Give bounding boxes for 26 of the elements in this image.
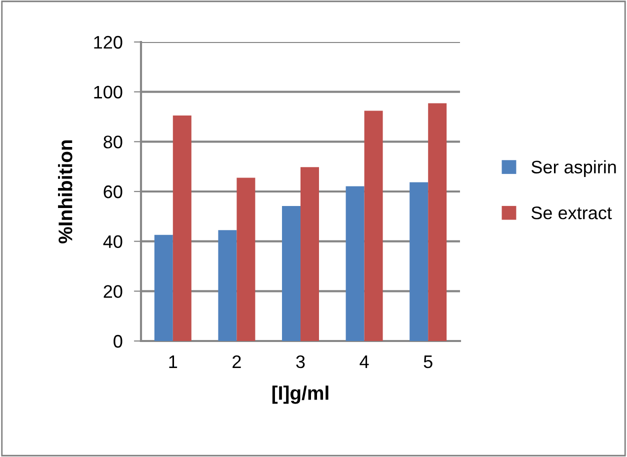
bar — [346, 186, 364, 341]
x-tick-label: 4 — [360, 356, 369, 368]
x-tick-label: 3 — [296, 355, 305, 368]
bar — [154, 234, 173, 341]
y-tick-label: 40 — [103, 235, 122, 248]
x-tick-label: 5 — [424, 356, 432, 368]
bar — [364, 110, 383, 341]
bar — [236, 178, 256, 341]
legend-label: Se extract — [531, 206, 612, 220]
bar — [218, 230, 237, 341]
y-tick-label: 80 — [104, 136, 122, 148]
y-tick-label: 60 — [104, 185, 122, 198]
x-tick-label: 1 — [169, 356, 178, 368]
x-tick-label: 2 — [232, 355, 241, 368]
bar — [172, 116, 192, 341]
y-tick-label: 20 — [104, 285, 122, 298]
y-axis-title: %Inhibition — [58, 140, 72, 244]
legend-label: Ser aspirin — [531, 160, 616, 178]
bar — [410, 182, 428, 341]
y-tick-label: 120 — [94, 36, 122, 49]
x-axis-title: [I]g/ml — [272, 386, 328, 404]
y-tick-label: 100 — [94, 86, 122, 99]
bar — [300, 167, 319, 341]
bar — [282, 206, 300, 341]
y-tick-label: 0 — [114, 334, 122, 348]
bar — [428, 103, 447, 341]
